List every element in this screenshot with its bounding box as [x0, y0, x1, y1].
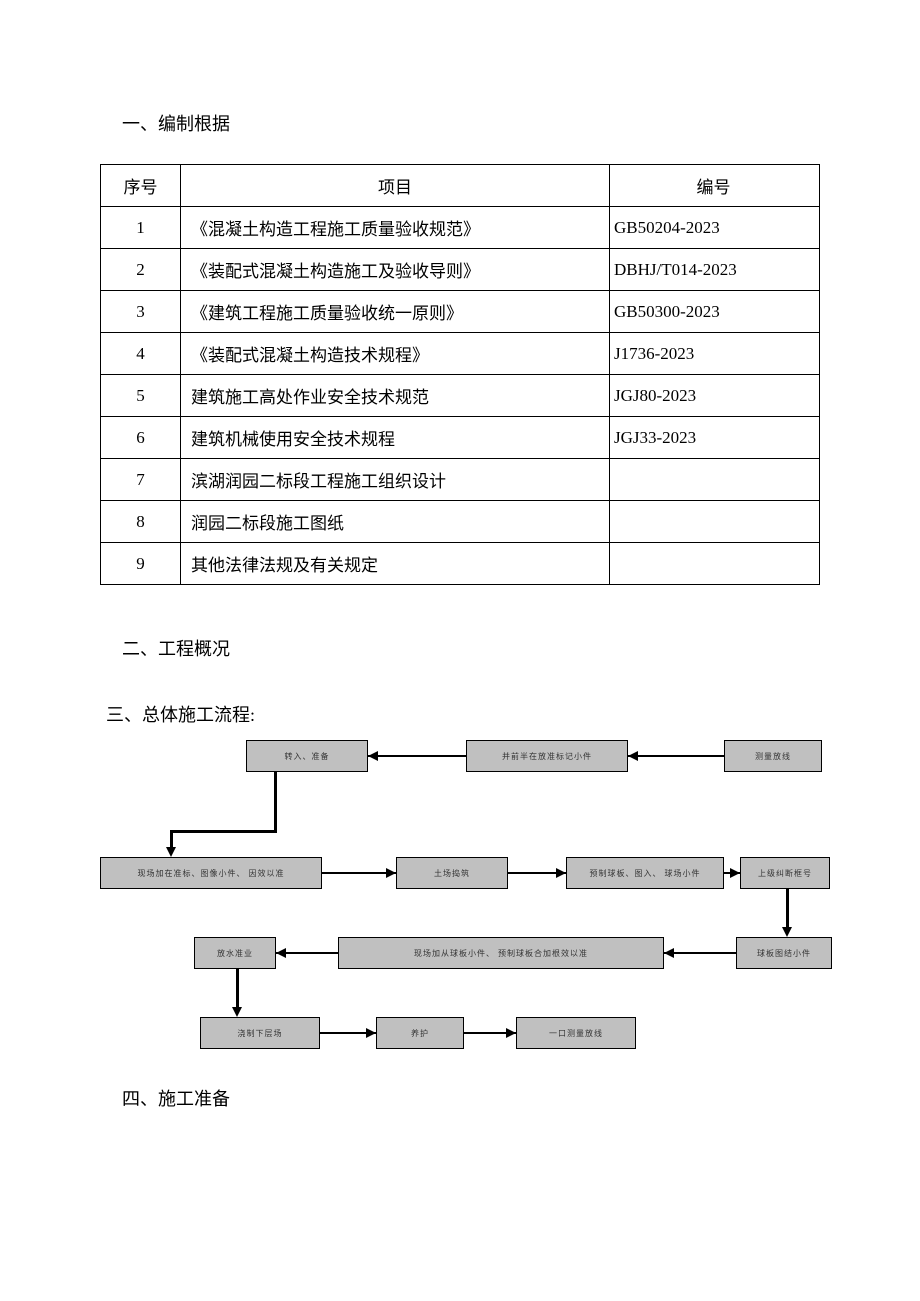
cell-seq: 1 [101, 207, 181, 249]
cell-seq: 7 [101, 459, 181, 501]
flow-node-r2a: 现场加在准标、图像小件、 因效以准 [100, 857, 322, 889]
table-row: 3《建筑工程施工质量验收统一原则》GB50300-2023 [101, 291, 820, 333]
cell-item: 《混凝土构造工程施工质量验收规范》 [181, 207, 610, 249]
flow-node-r4a: 浇制下层场 [200, 1017, 320, 1049]
flow-node-r2d: 上级纠断框号 [740, 857, 830, 889]
flow-node-r1a: 转入、准备 [246, 740, 368, 772]
arrow-head [366, 1028, 376, 1038]
table-row: 1《混凝土构造工程施工质量验收规范》GB50204-2023 [101, 207, 820, 249]
arrow-head [232, 1007, 242, 1017]
cell-code [610, 501, 820, 543]
arrow-head [730, 868, 740, 878]
arrow-r3c-r3b [664, 952, 736, 954]
cell-seq: 4 [101, 333, 181, 375]
table-row: 6建筑机械使用安全技术规程JGJ33-2023 [101, 417, 820, 459]
flow-node-r2b: 土场捣筑 [396, 857, 508, 889]
flow-node-r1c: 测量放线 [724, 740, 822, 772]
arrow-head [782, 927, 792, 937]
arrow-head [506, 1028, 516, 1038]
heading-1: 一、编制根据 [100, 110, 820, 136]
cell-seq: 3 [101, 291, 181, 333]
flow-node-r3a: 放水准业 [194, 937, 276, 969]
arrow-r3a-down [236, 969, 239, 1009]
cell-code [610, 459, 820, 501]
cell-item: 《装配式混凝土构造施工及验收导则》 [181, 249, 610, 291]
cell-seq: 5 [101, 375, 181, 417]
cell-item: 《建筑工程施工质量验收统一原则》 [181, 291, 610, 333]
cell-code: GB50204-2023 [610, 207, 820, 249]
arrow-r1c-r1b [628, 755, 724, 757]
cell-item: 其他法律法规及有关规定 [181, 543, 610, 585]
cell-seq: 9 [101, 543, 181, 585]
flow-node-r1b: 并前半在放准标记小件 [466, 740, 628, 772]
arrow-head [276, 948, 286, 958]
cell-item: 建筑施工高处作业安全技术规范 [181, 375, 610, 417]
cell-code: GB50300-2023 [610, 291, 820, 333]
table-row: 7滨湖润园二标段工程施工组织设计 [101, 459, 820, 501]
table-row: 2《装配式混凝土构造施工及验收导则》DBHJ/T014-2023 [101, 249, 820, 291]
arrow-r2d-down [786, 889, 789, 929]
arrow-head [368, 751, 378, 761]
cell-item: 建筑机械使用安全技术规程 [181, 417, 610, 459]
cell-seq: 6 [101, 417, 181, 459]
flowchart: 转入、准备 并前半在放准标记小件 测量放线 现场加在准标、图像小件、 因效以准 … [100, 735, 820, 1065]
th-item: 项目 [181, 165, 610, 207]
cell-item: 润园二标段施工图纸 [181, 501, 610, 543]
cell-seq: 2 [101, 249, 181, 291]
arrow-head [166, 847, 176, 857]
arrow-r2a-r2b [322, 872, 396, 874]
flow-node-r3c: 球板图结小件 [736, 937, 832, 969]
cell-code: J1736-2023 [610, 333, 820, 375]
table-row: 5建筑施工高处作业安全技术规范JGJ80-2023 [101, 375, 820, 417]
table-row: 9其他法律法规及有关规定 [101, 543, 820, 585]
arrow-r1b-r1a [368, 755, 466, 757]
arrow-head [628, 751, 638, 761]
heading-3: 三、总体施工流程: [100, 701, 820, 727]
flow-node-r4b: 养护 [376, 1017, 464, 1049]
heading-4: 四、施工准备 [100, 1085, 820, 1111]
cell-item: 《装配式混凝土构造技术规程》 [181, 333, 610, 375]
table-header-row: 序号 项目 编号 [101, 165, 820, 207]
cell-item: 滨湖润园二标段工程施工组织设计 [181, 459, 610, 501]
arrow-r1a-down [274, 772, 277, 832]
cell-code: DBHJ/T014-2023 [610, 249, 820, 291]
th-seq: 序号 [101, 165, 181, 207]
cell-code: JGJ33-2023 [610, 417, 820, 459]
th-code: 编号 [610, 165, 820, 207]
table-row: 8润园二标段施工图纸 [101, 501, 820, 543]
standards-table: 序号 项目 编号 1《混凝土构造工程施工质量验收规范》GB50204-20232… [100, 164, 820, 585]
cell-code: JGJ80-2023 [610, 375, 820, 417]
flow-node-r2c: 预制球板、图入、 球场小件 [566, 857, 724, 889]
cell-code [610, 543, 820, 585]
cell-seq: 8 [101, 501, 181, 543]
arrow-head [556, 868, 566, 878]
heading-2: 二、工程概况 [100, 635, 820, 661]
arrow-r1a-left [170, 830, 277, 833]
flow-node-r3b: 现场加从球板小件、 预制球板合加根效以准 [338, 937, 664, 969]
table-row: 4《装配式混凝土构造技术规程》J1736-2023 [101, 333, 820, 375]
arrow-head [664, 948, 674, 958]
arrow-head [386, 868, 396, 878]
flow-node-r4c: 一口测量放线 [516, 1017, 636, 1049]
